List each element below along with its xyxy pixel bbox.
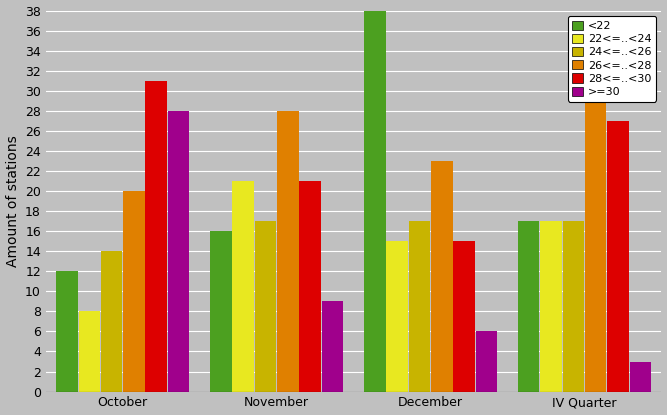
Bar: [145, 81, 167, 392]
Legend: <22, 22<=..<24, 24<=..<26, 26<=..<28, 28<=..<30, >=30: <22, 22<=..<24, 24<=..<26, 26<=..<28, 28…: [568, 16, 656, 102]
Bar: [56, 271, 78, 392]
Bar: [409, 221, 430, 392]
Bar: [476, 332, 497, 392]
Bar: [585, 61, 606, 392]
Bar: [79, 311, 100, 392]
Bar: [123, 191, 145, 392]
Bar: [168, 111, 189, 392]
Y-axis label: Amount of stations: Amount of stations: [5, 135, 19, 267]
Bar: [518, 221, 540, 392]
Bar: [299, 181, 321, 392]
Bar: [277, 111, 299, 392]
Bar: [562, 221, 584, 392]
Bar: [364, 10, 386, 392]
Bar: [210, 231, 231, 392]
Bar: [630, 361, 651, 392]
Bar: [607, 121, 629, 392]
Bar: [321, 301, 344, 392]
Bar: [431, 161, 452, 392]
Bar: [386, 241, 408, 392]
Bar: [233, 181, 254, 392]
Bar: [255, 221, 276, 392]
Bar: [540, 221, 562, 392]
Bar: [454, 241, 475, 392]
Bar: [101, 251, 123, 392]
